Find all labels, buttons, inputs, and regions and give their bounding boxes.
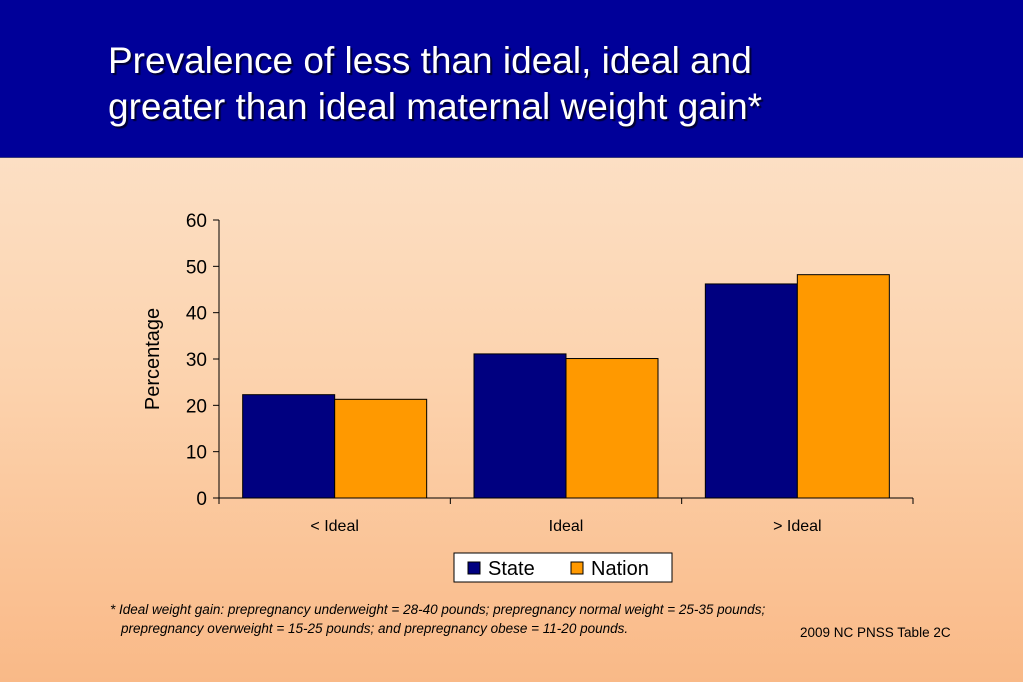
footnote-line-2: prepregnancy overweight = 15-25 pounds; … (121, 621, 629, 636)
footnote-line-1: * Ideal weight gain: prepregnancy underw… (110, 602, 766, 617)
bar-nation (796, 274, 890, 499)
y-axis-title: Percentage (142, 308, 164, 410)
x-tick-label: < Ideal (310, 518, 358, 535)
legend-swatch-state (467, 561, 481, 575)
bar-state (242, 394, 336, 499)
y-tick-label: 20 (186, 396, 207, 417)
title-banner: Prevalence of less than ideal, ideal and… (0, 0, 1023, 158)
legend-label-nation: Nation (591, 558, 649, 580)
legend-box (453, 552, 673, 583)
y-tick-label: 40 (186, 304, 207, 325)
legend-swatch-nation (570, 561, 584, 575)
slide-title: Prevalence of less than ideal, ideal and… (108, 40, 763, 127)
bar-state (473, 353, 567, 499)
bar-state (704, 283, 798, 499)
y-tick-label: 30 (186, 350, 207, 371)
y-tick-label: 60 (186, 211, 207, 232)
x-tick-label: > Ideal (773, 518, 821, 535)
bar-nation (334, 398, 428, 499)
bar-nation (565, 358, 659, 499)
source-citation: 2009 NC PNSS Table 2C (800, 625, 951, 640)
legend-label-state: State (488, 558, 535, 580)
footnote: * Ideal weight gain: prepregnancy underw… (110, 600, 870, 638)
x-tick-label: Ideal (549, 518, 584, 535)
y-tick-label: 10 (186, 443, 207, 464)
y-tick-label: 0 (196, 489, 207, 510)
y-tick-label: 50 (186, 257, 207, 278)
